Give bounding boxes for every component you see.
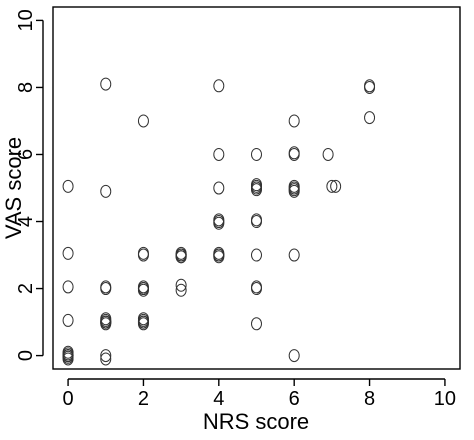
- plot-frame: [52, 6, 461, 370]
- y-tick-label: 10: [15, 9, 37, 31]
- data-point: [251, 248, 262, 262]
- data-point: [322, 147, 334, 161]
- y-tick-label: 4: [15, 216, 37, 227]
- data-point: [175, 248, 187, 262]
- data-point: [364, 79, 376, 93]
- data-point: [364, 111, 376, 125]
- x-tick-label: 6: [289, 388, 300, 410]
- data-point: [100, 312, 112, 326]
- y-tick-label: 8: [15, 82, 37, 93]
- y-axis-title: VAS score: [1, 137, 26, 239]
- data-point: [288, 114, 300, 128]
- data-point: [288, 183, 300, 197]
- data-point: [62, 313, 74, 327]
- x-axis: 0 2 4 6 8 10: [63, 378, 456, 410]
- data-point: [62, 280, 74, 294]
- y-tick-label: 2: [15, 283, 37, 294]
- data-point: [100, 282, 112, 296]
- data-point: [175, 283, 187, 297]
- y-tick-label: 6: [15, 149, 37, 160]
- data-point: [288, 349, 300, 363]
- data-point: [330, 179, 342, 193]
- data-point: [137, 315, 149, 329]
- y-axis: 0 2 4 6 8 10: [15, 9, 44, 361]
- data-point: [100, 315, 112, 329]
- data-point: [62, 349, 74, 363]
- x-axis-title: NRS score: [203, 409, 309, 434]
- data-point: [62, 246, 74, 260]
- data-point: [100, 184, 112, 198]
- data-point: [137, 114, 149, 128]
- data-point: [137, 282, 149, 296]
- data-point: [251, 317, 262, 331]
- data-point: [326, 179, 338, 193]
- data-point: [62, 179, 74, 193]
- data-point: [213, 79, 225, 93]
- x-tick-label: 10: [434, 388, 456, 410]
- data-points: [62, 77, 376, 366]
- data-point: [62, 345, 74, 359]
- data-point: [62, 352, 74, 366]
- x-tick-label: 4: [213, 388, 224, 410]
- data-point: [213, 248, 225, 262]
- data-point: [175, 278, 187, 292]
- y-tick-label: 0: [15, 350, 37, 361]
- data-point: [288, 179, 300, 193]
- data-point: [137, 312, 149, 326]
- data-point: [213, 215, 225, 229]
- data-point: [213, 181, 225, 195]
- data-point: [137, 246, 149, 260]
- data-point: [100, 77, 112, 91]
- data-point: [251, 178, 262, 192]
- data-point: [213, 147, 225, 161]
- data-point: [251, 213, 262, 227]
- data-point: [100, 352, 112, 366]
- x-tick-label: 8: [364, 388, 375, 410]
- x-tick-label: 2: [138, 388, 149, 410]
- data-point: [251, 147, 262, 161]
- x-tick-label: 0: [63, 388, 74, 410]
- data-point: [288, 146, 300, 160]
- data-point: [100, 349, 112, 363]
- data-point: [251, 280, 262, 294]
- data-point: [288, 248, 300, 262]
